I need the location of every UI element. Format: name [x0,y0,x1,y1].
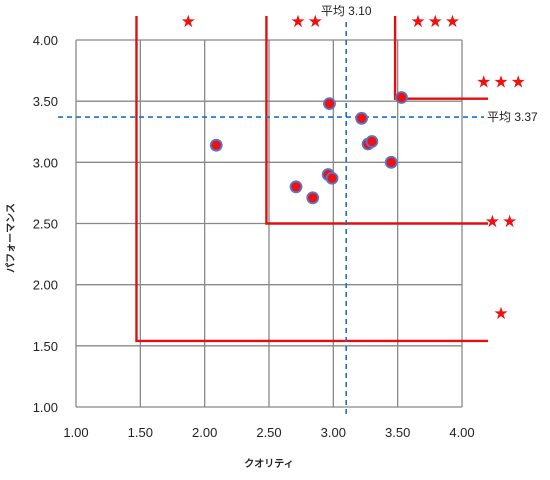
mean-y-label: 平均 3.37 [487,110,538,124]
x-axis-title: クオリティ [244,458,293,470]
tick-labels: 1.00 1.50 2.00 2.50 3.00 3.50 4.00 1.00 1.50 2.00… [33,33,475,440]
x-tick-label: 3.50 [385,425,410,440]
y-tick-label: 1.00 [33,400,58,415]
y-tick-label: 2.50 [33,217,58,232]
data-point [209,138,223,152]
rating-stars-label: ★ [493,304,510,324]
y-tick-label: 4.00 [33,33,58,48]
x-tick-label: 2.00 [192,425,217,440]
rating-stars-label: ★★★ [476,73,528,93]
data-point [384,155,398,169]
rating-stars-label: ★★ [290,12,324,32]
y-tick-label: 1.50 [33,339,58,354]
y-tick-label: 3.00 [33,155,58,170]
x-tick-label: 3.00 [321,425,346,440]
x-tick-label: 1.50 [128,425,153,440]
mean-lines: 平均 3.10 平均 3.37 [58,4,538,418]
data-point [289,180,303,194]
y-tick-label: 2.00 [33,278,58,293]
y-axis-title: パフォーマンス [5,203,17,273]
mean-x-label: 平均 3.10 [321,4,372,18]
data-point [395,91,408,104]
rating-boundary-line [265,16,488,225]
rating-boundaries [135,16,488,343]
rating-stars: ★ ★★ ★★★★★★★★★ [181,12,528,324]
data-point [325,171,339,185]
rating-stars-label: ★ [181,12,198,32]
x-tick-label: 1.00 [63,425,88,440]
x-tick-label: 4.00 [449,425,474,440]
data-point [355,111,369,125]
data-point [306,191,320,205]
rating-stars-label: ★★ [485,212,519,232]
x-tick-label: 2.50 [256,425,281,440]
rating-stars-label: ★★★ [410,12,462,32]
data-point [323,97,336,111]
y-tick-label: 3.50 [33,94,58,109]
rating-boundary-line [135,16,488,343]
data-points [209,91,408,205]
rating-boundary-line [393,16,488,100]
data-point [365,135,379,148]
